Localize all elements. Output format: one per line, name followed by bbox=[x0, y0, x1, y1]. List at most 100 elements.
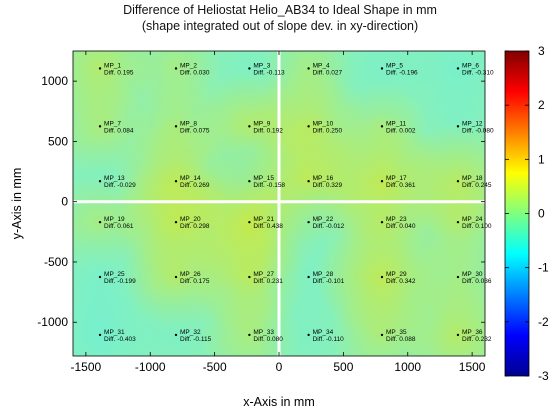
point-marker bbox=[307, 125, 310, 128]
point-marker bbox=[98, 125, 102, 128]
point-label: MP_17 bbox=[386, 175, 407, 182]
point-diff: Diff. -0.110 bbox=[313, 336, 345, 343]
point-marker bbox=[307, 275, 310, 279]
point-diff: Diff. -0.403 bbox=[104, 336, 136, 343]
point-label: MP_25 bbox=[104, 271, 125, 278]
point-diff: Diff. 0.030 bbox=[180, 69, 210, 76]
point-diff: Diff. 0.175 bbox=[180, 278, 210, 285]
point-marker bbox=[98, 179, 102, 183]
colorbar-tick-label: 3 bbox=[538, 44, 545, 58]
point-diff: Diff. -0.101 bbox=[313, 278, 345, 285]
point-diff: Diff. 0.232 bbox=[462, 336, 492, 343]
point-diff: Diff. -0.029 bbox=[104, 182, 136, 189]
point-diff: Diff. 0.342 bbox=[386, 278, 416, 285]
point-diff: Diff. 0.195 bbox=[104, 69, 134, 76]
point-diff: Diff. 0.245 bbox=[462, 182, 492, 189]
point-label: MP_29 bbox=[386, 271, 407, 278]
point-label: MP_32 bbox=[180, 329, 201, 336]
point-diff: Diff. -0.080 bbox=[462, 127, 494, 134]
point-label: MP_3 bbox=[253, 62, 270, 69]
colorbar-tick-label: -1 bbox=[538, 261, 549, 275]
point-label: MP_24 bbox=[462, 216, 483, 223]
point-label: MP_9 bbox=[253, 120, 270, 127]
point-marker bbox=[98, 275, 102, 279]
point-marker bbox=[456, 275, 460, 279]
point-diff: Diff. 0.075 bbox=[180, 127, 210, 134]
x-tick-label: 1000 bbox=[394, 360, 421, 374]
point-diff: Diff. 0.040 bbox=[386, 223, 416, 230]
point-label: MP_26 bbox=[180, 271, 201, 278]
point-marker bbox=[174, 220, 178, 224]
point-label: MP_16 bbox=[313, 175, 334, 182]
point-label: MP_12 bbox=[462, 120, 483, 127]
point-label: MP_27 bbox=[253, 271, 274, 278]
point-diff: Diff. 0.036 bbox=[462, 278, 492, 285]
point-diff: Diff. 0.088 bbox=[386, 336, 416, 343]
chart-subtitle: (shape integrated out of slope dev. in x… bbox=[141, 19, 419, 33]
point-label: MP_13 bbox=[104, 175, 125, 182]
point-diff: Diff. 0.269 bbox=[180, 182, 210, 189]
colorbar-tick-label: -2 bbox=[538, 315, 549, 329]
point-label: MP_19 bbox=[104, 216, 125, 223]
point-diff: Diff. 0.329 bbox=[313, 182, 343, 189]
x-tick-label: 500 bbox=[333, 360, 353, 374]
heatmap-field bbox=[73, 51, 485, 356]
point-diff: Diff. 0.298 bbox=[180, 223, 210, 230]
point-diff: Diff. 0.002 bbox=[386, 127, 416, 134]
y-tick-label: -500 bbox=[44, 255, 68, 269]
point-marker bbox=[380, 179, 384, 183]
point-marker bbox=[380, 67, 384, 70]
point-diff: Diff. 0.084 bbox=[104, 127, 134, 134]
point-marker bbox=[456, 179, 460, 183]
point-diff: Diff. -0.113 bbox=[253, 69, 285, 76]
point-marker bbox=[248, 67, 251, 70]
point-label: MP_18 bbox=[462, 175, 483, 182]
point-label: MP_22 bbox=[313, 216, 334, 223]
x-tick-label: -1000 bbox=[135, 360, 166, 374]
y-axis-label: y-Axis in mm bbox=[10, 168, 24, 240]
x-tick-label: 0 bbox=[276, 360, 283, 374]
colorbar-tick-label: 1 bbox=[538, 152, 545, 166]
colorbar-tick-label: 2 bbox=[538, 98, 545, 112]
point-diff: Diff. 0.438 bbox=[253, 223, 283, 230]
point-marker bbox=[456, 220, 460, 224]
point-diff: Diff. 0.192 bbox=[253, 127, 283, 134]
point-label: MP_5 bbox=[386, 62, 403, 69]
colorbar-tick-label: 0 bbox=[538, 207, 545, 221]
point-diff: Diff. -0.199 bbox=[104, 278, 136, 285]
point-diff: Diff. 0.061 bbox=[104, 223, 134, 230]
point-label: MP_30 bbox=[462, 271, 483, 278]
y-tick-label: 500 bbox=[48, 134, 68, 148]
point-marker bbox=[248, 333, 251, 337]
point-label: MP_31 bbox=[104, 329, 125, 336]
point-marker bbox=[98, 67, 102, 70]
point-label: MP_8 bbox=[180, 120, 197, 127]
point-label: MP_2 bbox=[180, 62, 197, 69]
point-marker bbox=[248, 125, 251, 128]
point-label: MP_1 bbox=[104, 62, 121, 69]
